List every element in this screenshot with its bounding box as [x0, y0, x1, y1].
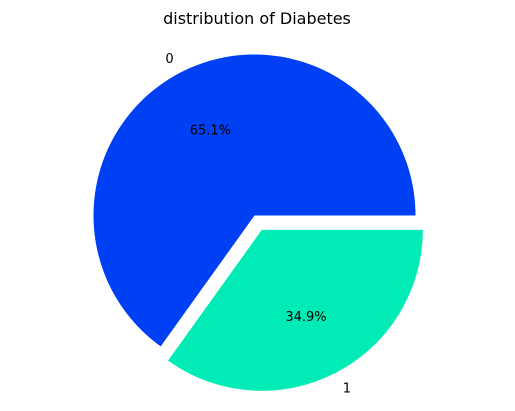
percent-label-1: 34.9%: [285, 310, 326, 325]
percent-label-0: 65.1%: [190, 124, 231, 139]
pie-slice-1: [168, 229, 423, 391]
category-label-1: 1: [343, 381, 351, 396]
category-label-0: 0: [165, 52, 173, 67]
pie-slice-0: [93, 54, 416, 347]
chart-title: distribution of Diabetes: [163, 9, 351, 28]
pie-labels: 0 65.1% 1 34.9%: [165, 52, 351, 396]
pie-slices: [93, 54, 423, 391]
